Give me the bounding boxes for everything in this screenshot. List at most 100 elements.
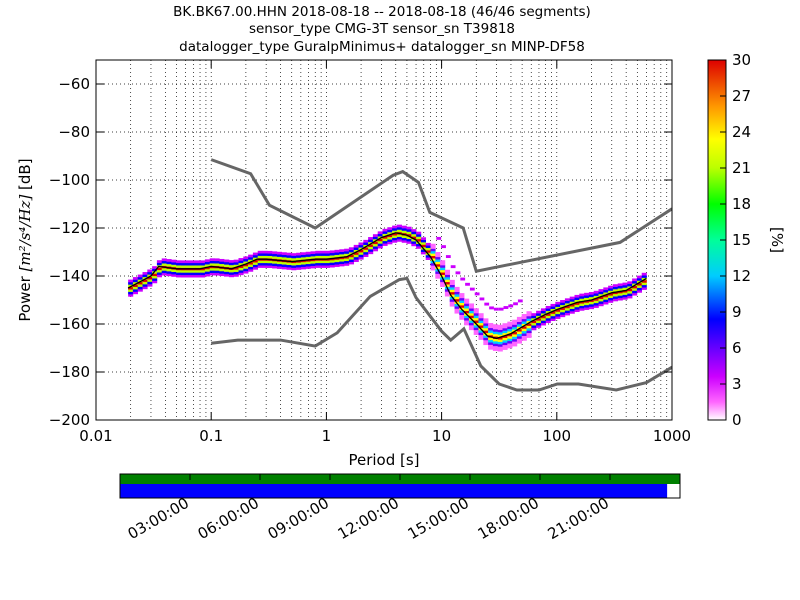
psd-cell	[372, 243, 379, 247]
psd-cell	[180, 274, 187, 278]
psd-cell	[132, 279, 139, 283]
psd-cell	[137, 274, 143, 278]
psd-cell	[276, 256, 283, 260]
colorbar-tick-label: 21	[732, 159, 751, 177]
psd-cell	[248, 261, 254, 265]
psd-cell	[449, 294, 455, 297]
psd-cell	[440, 262, 446, 266]
psd-cell	[588, 292, 595, 295]
psd-cell	[401, 230, 407, 234]
psd-cell	[627, 293, 633, 297]
psd-cell	[468, 310, 475, 314]
psd-cell	[536, 315, 542, 319]
psd-cell	[243, 268, 249, 272]
psd-cell	[636, 275, 643, 279]
psd-cell	[564, 303, 571, 306]
psd-cell	[454, 289, 460, 292]
psd-cell	[603, 287, 609, 291]
psd-cell	[214, 260, 220, 264]
psd-cell	[310, 263, 316, 266]
psd-cell	[320, 255, 326, 259]
psd-cell	[180, 265, 187, 268]
colorbar-tick-label: 12	[732, 267, 751, 285]
psd-cell	[430, 265, 436, 269]
psd-cell	[440, 265, 446, 268]
psd-cell	[252, 264, 259, 268]
psd-cell	[190, 274, 196, 278]
colorbar-tick-label: 15	[732, 231, 751, 249]
y-axis-label-prefix: Power	[16, 271, 34, 321]
psd-cell	[617, 288, 623, 291]
psd-cell	[171, 264, 177, 268]
psd-cell	[512, 319, 518, 323]
plot-frame	[95, 59, 673, 421]
psd-cell	[219, 268, 225, 272]
psd-cell	[531, 313, 537, 316]
psd-cell	[627, 288, 633, 292]
psd-cell	[488, 344, 494, 348]
colorbar-label: [%]	[768, 227, 786, 253]
psd-cell	[166, 268, 172, 272]
psd-cell	[233, 266, 239, 270]
psd-cell	[502, 342, 508, 346]
psd-cell	[324, 260, 331, 264]
psd-cell	[320, 253, 326, 256]
psd-cell	[492, 345, 499, 349]
psd-cell	[267, 253, 273, 257]
psd-cell	[464, 310, 470, 314]
psd-cell	[368, 237, 374, 240]
psd-cell	[579, 308, 585, 311]
y-tick-label: −120	[49, 219, 90, 237]
psd-cell	[584, 292, 590, 296]
psd-cell	[455, 271, 461, 275]
psd-cell	[296, 257, 302, 261]
psd-cell	[454, 298, 460, 302]
psd-cell	[392, 237, 398, 241]
psd-cell	[507, 343, 513, 346]
y-axis-label-units: [m²/s⁴/Hz]	[16, 195, 34, 272]
psd-cell	[358, 254, 364, 258]
psd-cell	[147, 279, 153, 282]
psd-cell	[262, 265, 268, 268]
psd-cell	[574, 304, 580, 308]
psd-cell	[228, 262, 235, 266]
psd-cell	[416, 236, 422, 240]
psd-cell	[512, 338, 518, 342]
psd-cell	[460, 277, 466, 281]
psd-cell	[142, 279, 148, 282]
psd-cell	[478, 330, 484, 333]
x-axis-label: Period [s]	[348, 451, 419, 469]
psd-cell	[401, 225, 407, 229]
psd-cell	[392, 232, 398, 236]
psd-cell	[536, 325, 542, 328]
psd-cell	[584, 304, 590, 308]
psd-cell	[353, 252, 359, 255]
psd-cell	[387, 232, 393, 235]
psd-cell	[329, 264, 335, 268]
psd-cell	[195, 260, 201, 264]
psd-cell	[147, 276, 153, 280]
psd-cell	[324, 253, 331, 256]
colorbar-tick-label: 27	[732, 87, 751, 105]
psd-cell	[382, 240, 388, 244]
data-coverage-timeline: 03:00:00 06:00:00 09:00:00 12:00:00 15:00:00…	[119, 473, 681, 543]
psd-cell	[387, 236, 393, 240]
psd-cell	[531, 325, 537, 328]
psd-cell	[473, 329, 479, 333]
psd-cell	[507, 328, 513, 332]
psd-cell	[363, 247, 369, 250]
psd-cell	[401, 240, 407, 243]
psd-cell	[387, 241, 393, 245]
psd-cell	[459, 317, 465, 320]
psd-cell	[392, 225, 398, 229]
psd-cell	[156, 272, 163, 275]
psd-cell	[209, 267, 215, 271]
psd-cell	[598, 289, 604, 292]
psd-cell	[464, 317, 470, 321]
psd-cell	[584, 307, 590, 310]
colorbar-tick-label: 30	[732, 51, 751, 69]
colorbar-tick-label: 0	[732, 411, 742, 429]
psd-cell	[257, 260, 263, 264]
psd-cell	[156, 274, 163, 278]
colorbar-tick-label: 24	[732, 123, 751, 141]
